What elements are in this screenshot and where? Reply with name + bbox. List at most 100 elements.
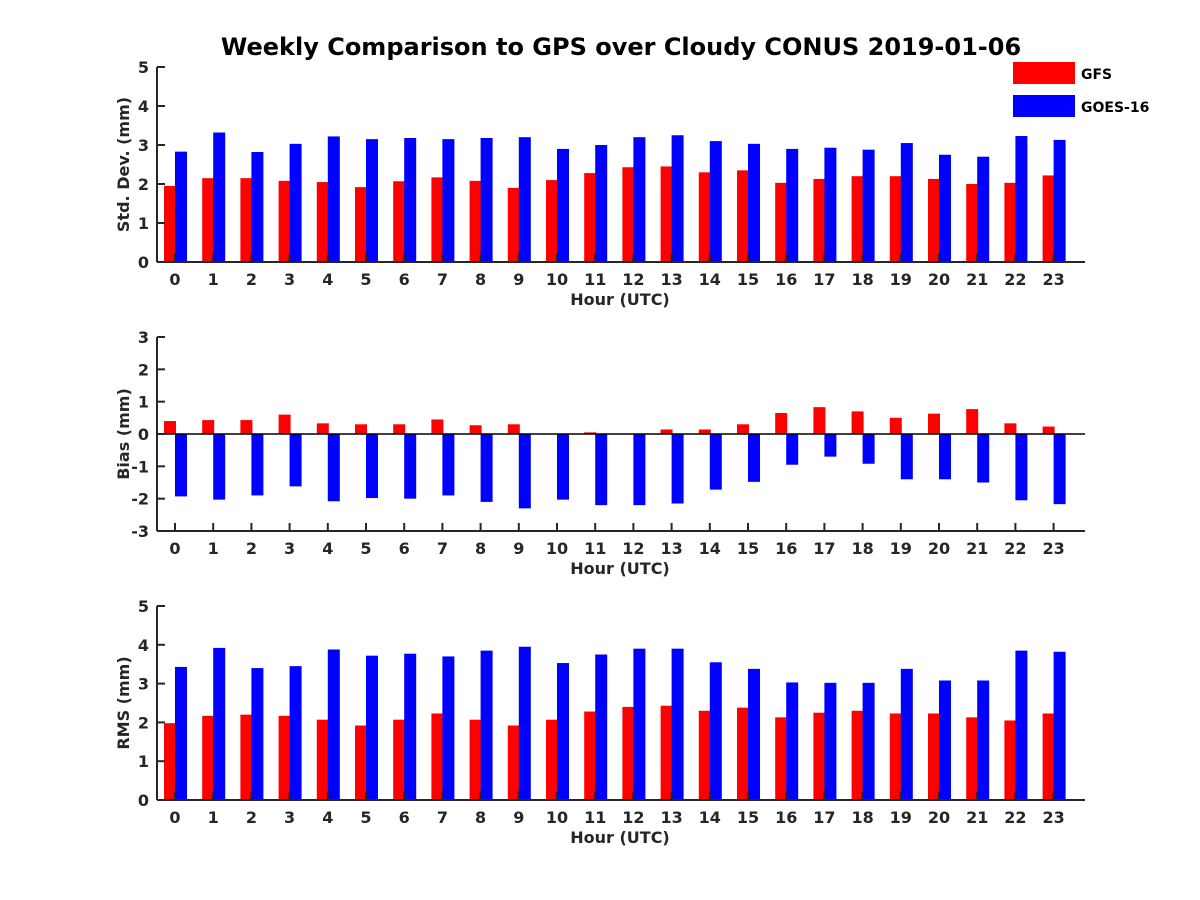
bar-goes-16-16 [786, 682, 799, 800]
legend-label-gfs: GFS [1081, 67, 1112, 83]
x-tick-label: 4 [322, 808, 333, 827]
bar-gfs-11 [584, 711, 597, 800]
bar-goes-16-12 [633, 137, 646, 262]
bar-gfs-3 [278, 180, 291, 262]
x-tick-label: 23 [1042, 270, 1064, 289]
bar-goes-16-8 [480, 650, 493, 800]
bar-gfs-22 [1004, 720, 1017, 800]
x-tick-label: 7 [437, 539, 448, 558]
x-tick-label: 20 [928, 808, 950, 827]
x-tick-label: 2 [246, 539, 257, 558]
x-tick-label: 5 [360, 808, 371, 827]
y-tick-label: 3 [138, 328, 149, 347]
x-tick-label: 9 [513, 539, 524, 558]
bar-gfs-0 [164, 421, 176, 434]
y-tick-label: 5 [138, 597, 149, 616]
x-tick-label: 15 [737, 808, 759, 827]
x-axis-label: Hour (UTC) [570, 559, 670, 578]
bar-gfs-1 [202, 715, 215, 800]
x-tick-label: 14 [699, 539, 721, 558]
bar-gfs-9 [507, 424, 520, 434]
x-tick-label: 15 [737, 539, 759, 558]
x-tick-label: 21 [966, 539, 988, 558]
bar-goes-16-3 [289, 434, 302, 487]
bar-gfs-19 [889, 176, 902, 262]
bar-goes-16-22 [1015, 434, 1028, 501]
bar-gfs-18 [851, 411, 864, 434]
x-tick-label: 18 [851, 539, 873, 558]
bar-gfs-22 [1004, 423, 1017, 434]
x-tick-label: 14 [699, 270, 721, 289]
x-tick-label: 13 [660, 539, 682, 558]
x-tick-label: 16 [775, 808, 797, 827]
bar-goes-16-18 [862, 434, 875, 464]
x-tick-label: 9 [513, 808, 524, 827]
x-tick-label: 20 [928, 270, 950, 289]
x-tick-label: 19 [890, 270, 912, 289]
y-tick-label: -1 [131, 457, 149, 476]
bar-goes-16-1 [213, 647, 226, 800]
y-tick-label: 3 [138, 675, 149, 694]
bar-goes-16-17 [824, 147, 837, 262]
bar-goes-16-5 [366, 139, 378, 262]
bar-goes-16-14 [709, 434, 722, 490]
bar-gfs-23 [1042, 713, 1055, 800]
x-tick-label: 20 [928, 539, 950, 558]
bar-gfs-22 [1004, 182, 1017, 262]
bar-gfs-10 [546, 719, 558, 800]
y-tick-label: 1 [138, 214, 149, 233]
x-tick-label: 22 [1004, 539, 1026, 558]
y-tick-label: -3 [131, 522, 149, 541]
x-tick-label: 8 [475, 539, 486, 558]
bar-gfs-23 [1042, 426, 1055, 434]
x-tick-label: 12 [622, 270, 644, 289]
bar-goes-16-15 [748, 668, 760, 800]
bar-goes-16-12 [633, 434, 646, 506]
bar-goes-16-8 [480, 434, 493, 502]
bar-goes-16-19 [900, 668, 913, 800]
bar-goes-16-21 [977, 434, 990, 483]
legend: GFS GOES-16 [1013, 62, 1149, 117]
bar-goes-16-4 [327, 136, 340, 262]
bar-gfs-17 [813, 407, 826, 434]
bar-gfs-17 [813, 178, 826, 262]
x-tick-label: 6 [399, 808, 410, 827]
x-tick-label: 18 [851, 808, 873, 827]
bar-gfs-10 [546, 180, 558, 262]
x-tick-label: 0 [169, 270, 180, 289]
x-tick-label: 21 [966, 808, 988, 827]
bar-gfs-12 [622, 706, 635, 800]
bar-goes-16-22 [1015, 650, 1028, 800]
bar-goes-16-21 [977, 680, 990, 800]
y-tick-label: 0 [138, 791, 149, 810]
x-tick-label: 10 [546, 808, 568, 827]
x-tick-label: 15 [737, 270, 759, 289]
bar-gfs-8 [469, 425, 482, 434]
bar-gfs-2 [240, 420, 253, 434]
bar-goes-16-20 [939, 434, 951, 480]
bar-goes-16-11 [595, 654, 608, 800]
bar-gfs-17 [813, 712, 826, 800]
bar-goes-16-9 [518, 137, 531, 262]
bar-gfs-15 [737, 707, 749, 800]
x-tick-label: 4 [322, 539, 333, 558]
x-tick-label: 10 [546, 539, 568, 558]
bar-gfs-9 [507, 187, 520, 262]
bar-goes-16-4 [327, 434, 340, 502]
y-tick-label: 0 [138, 253, 149, 272]
bar-goes-16-10 [557, 148, 569, 262]
bar-goes-16-1 [213, 434, 226, 500]
x-tick-label: 7 [437, 808, 448, 827]
x-tick-label: 4 [322, 270, 333, 289]
bar-gfs-19 [889, 713, 902, 800]
x-tick-label: 10 [546, 270, 568, 289]
bar-goes-16-12 [633, 648, 646, 800]
bar-goes-16-15 [748, 143, 760, 262]
bar-gfs-18 [851, 710, 864, 800]
bar-goes-16-6 [404, 137, 417, 262]
x-tick-label: 14 [699, 808, 721, 827]
bar-goes-16-23 [1053, 434, 1066, 505]
y-axis-label: Std. Dev. (mm) [114, 97, 133, 232]
